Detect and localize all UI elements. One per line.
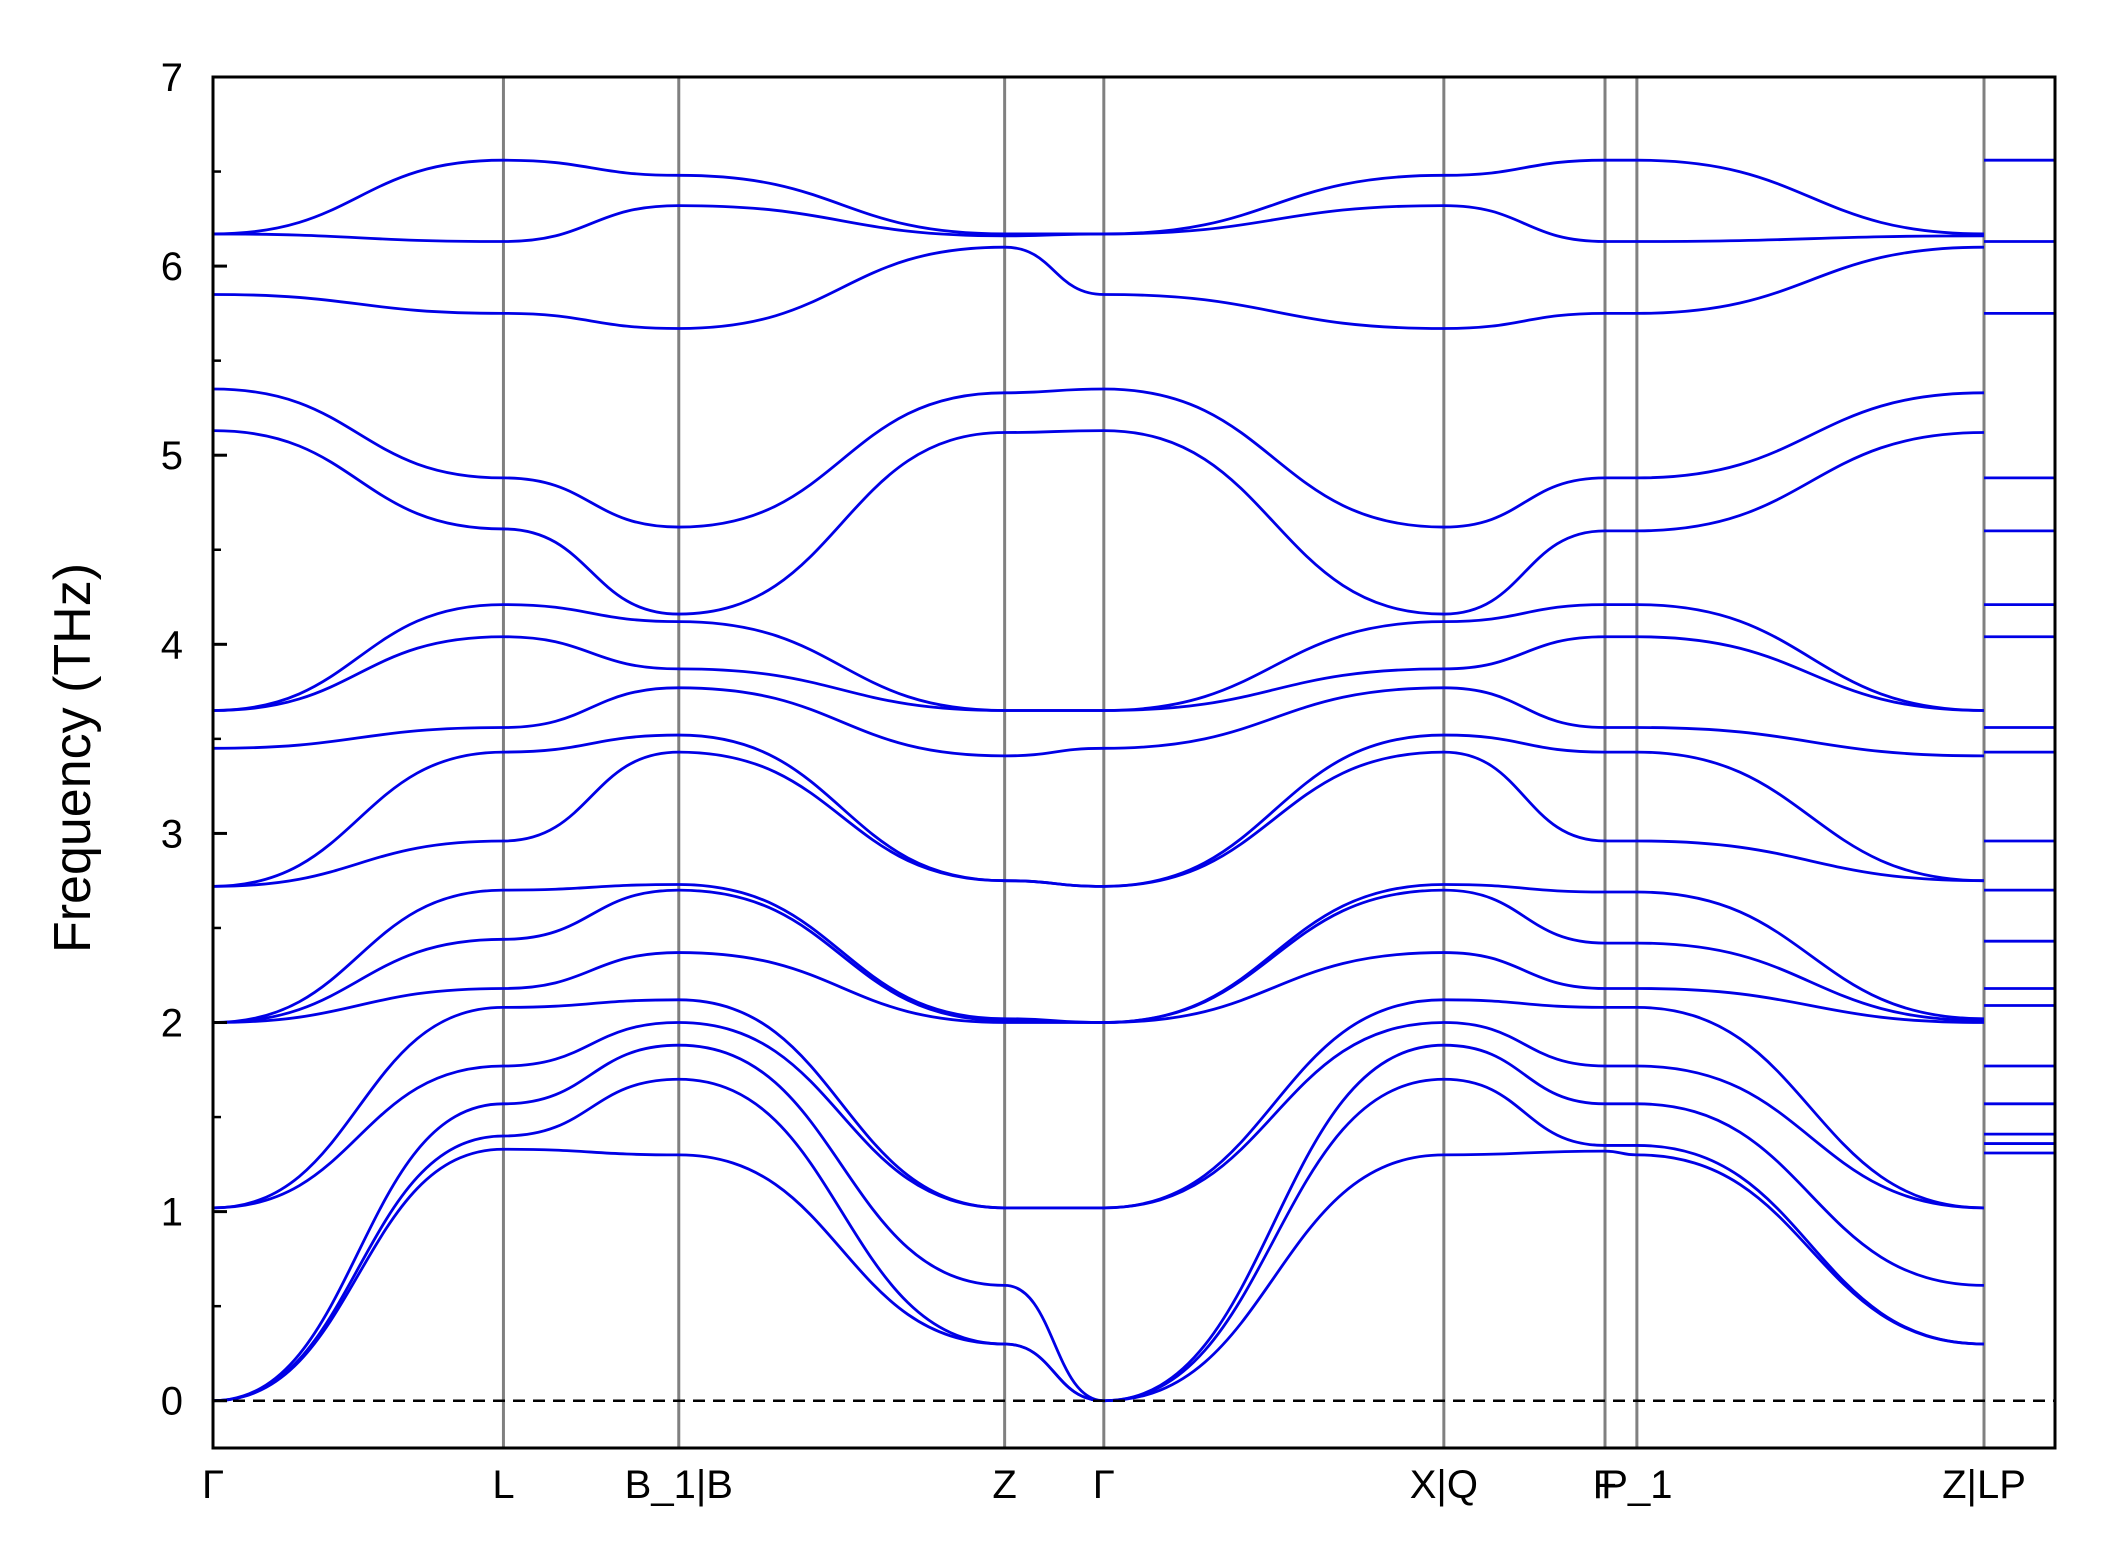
y-tick-label: 3 (161, 812, 183, 856)
phonon-band (212, 998, 1985, 1210)
y-tick-label: 5 (161, 434, 183, 478)
phonon-band (212, 635, 1985, 712)
k-point-lines (501, 77, 1986, 1448)
y-tick-label: 7 (161, 56, 183, 100)
phonon-band (212, 1043, 1985, 1403)
phonon-band (212, 1077, 1985, 1403)
phonon-band (212, 429, 1985, 616)
lp-segment-bands (1984, 158, 2055, 1155)
k-point-label: Z (992, 1463, 1016, 1507)
phonon-band (212, 387, 1985, 529)
phonon-band (212, 603, 1985, 712)
plot-frame (211, 75, 2057, 1450)
k-point-label: P_1 (1601, 1463, 1672, 1507)
k-point-label: Γ (1093, 1463, 1115, 1507)
y-tick-label: 2 (161, 1002, 183, 1046)
phonon-band (212, 951, 1985, 1024)
x-axis-labels: Γ L B_1|B Z Γ X|Q FP_1 Z|LP (202, 1463, 2026, 1507)
y-tick-label: 0 (161, 1380, 183, 1424)
phonon-band (212, 245, 1985, 330)
k-point-label: L (492, 1463, 514, 1507)
phonon-band (212, 888, 1985, 1024)
y-axis-title: Frequency (THz) (44, 563, 102, 953)
phonon-band (212, 1021, 1985, 1210)
phonon-band (212, 883, 1985, 1024)
phonon-band (212, 204, 1985, 243)
phonon-band (212, 686, 1985, 758)
k-point-label: F (1593, 1463, 1617, 1507)
y-tick-label: 6 (161, 245, 183, 289)
k-point-label: Z|LP (1942, 1463, 2026, 1507)
phonon-band (212, 750, 1985, 888)
k-point-label: X|Q (1410, 1463, 1478, 1507)
phonon-band (212, 1147, 1985, 1403)
k-point-label: B_1|B (625, 1463, 733, 1507)
y-tick-label: 4 (161, 623, 183, 667)
phonon-band (212, 158, 1985, 236)
phonon-band (212, 733, 1985, 888)
y-axis-ticks: 0 1 2 3 4 5 6 7 (161, 56, 227, 1424)
k-point-label: Γ (202, 1463, 224, 1507)
y-tick-label: 1 (161, 1191, 183, 1235)
phonon-bands (212, 158, 1985, 1403)
